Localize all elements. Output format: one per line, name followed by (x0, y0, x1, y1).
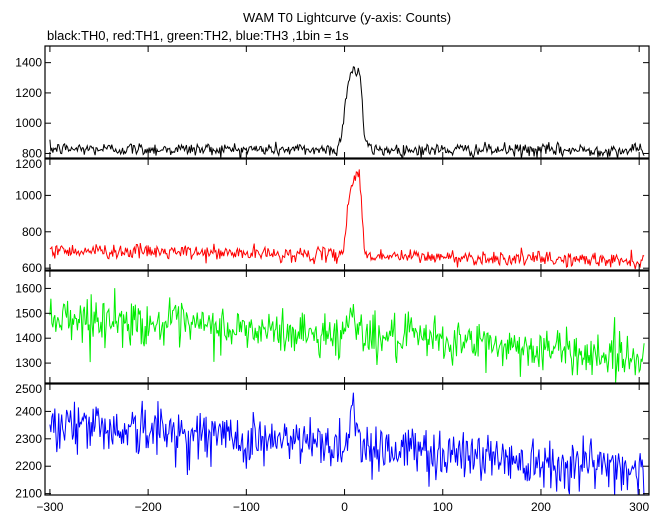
series-line-th0 (49, 66, 645, 158)
y-tick-label: 2500 (15, 382, 42, 396)
x-tick-label: 0 (341, 500, 348, 514)
y-tick-label: 1400 (15, 56, 42, 70)
y-tick-label: 1500 (15, 306, 42, 320)
y-tick-label: 600 (22, 261, 42, 275)
series-line-th3 (49, 392, 645, 495)
panel-th0: 800 1000 1200 1400 (15, 45, 650, 160)
x-tick-label: 200 (531, 500, 551, 514)
y-tick-label: 1300 (15, 356, 42, 370)
x-tick-label: 300 (629, 500, 649, 514)
panel-frame (44, 383, 650, 496)
y-tick-label: 2400 (15, 404, 42, 418)
panel-frame (44, 270, 650, 384)
y-tick-label: 1200 (15, 86, 42, 100)
panel-frame (44, 158, 650, 271)
chart-title: WAM T0 Lightcurve (y-axis: Counts) (243, 10, 451, 25)
y-tick-label: 800 (22, 225, 42, 239)
x-tick-label: 100 (433, 500, 453, 514)
y-tick-label: 800 (22, 146, 42, 160)
x-tick-label: −300 (36, 500, 63, 514)
x-tick-label: −200 (135, 500, 162, 514)
y-tick-label: 1400 (15, 331, 42, 345)
panels-layer: 800 1000 1200 1400 600 800 1000 1200 1300 1400 150… (15, 45, 650, 501)
chart-subtitle: black:TH0, red:TH1, green:TH2, blue:TH3 … (47, 28, 349, 43)
x-axis: −300 −200 −100 0 100 200 300 (36, 500, 649, 514)
y-tick-label: 1600 (15, 281, 42, 295)
panel-th1: 600 800 1000 1200 (15, 157, 650, 275)
x-tick-label: −100 (233, 500, 260, 514)
y-tick-label: 1000 (15, 188, 42, 202)
panel-th2: 1300 1400 1500 1600 (15, 270, 650, 384)
series-line-th2 (49, 288, 645, 383)
y-tick-label: 2200 (15, 459, 42, 473)
y-tick-label: 2100 (15, 487, 42, 501)
y-tick-label: 1200 (15, 157, 42, 171)
y-tick-label: 2300 (15, 432, 42, 446)
panel-th3: 2100 2200 2300 2400 2500 (15, 382, 650, 501)
series-line-th1 (49, 169, 645, 270)
y-tick-label: 1000 (15, 116, 42, 130)
panel-frame (44, 45, 650, 159)
